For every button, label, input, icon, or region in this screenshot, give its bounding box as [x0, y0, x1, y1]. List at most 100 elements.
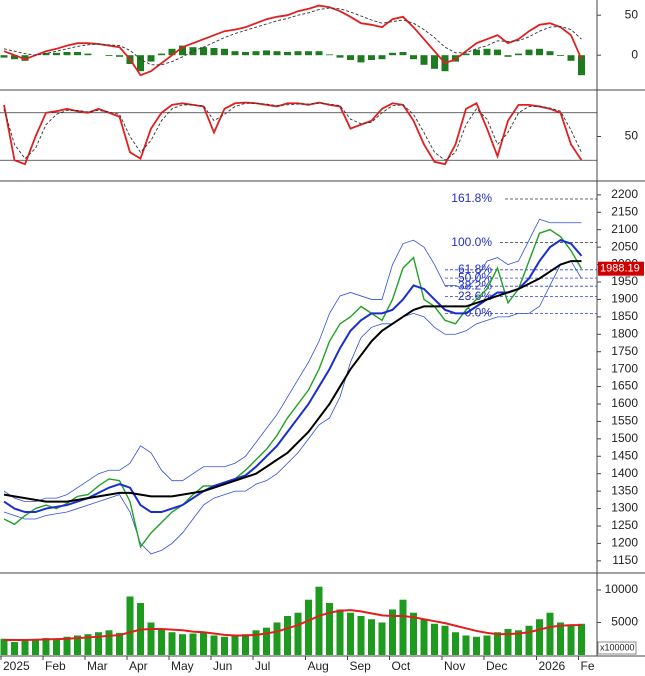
bar — [263, 50, 270, 56]
series-line — [3, 260, 582, 555]
x-tick-label: Jun — [213, 659, 232, 673]
bar — [494, 49, 501, 56]
bar — [105, 630, 113, 655]
bar — [158, 53, 165, 56]
bar — [11, 55, 18, 60]
fib-label: 100.0% — [451, 235, 492, 249]
bar — [116, 632, 123, 655]
bar — [74, 52, 81, 56]
bar — [200, 47, 207, 56]
bar — [84, 634, 92, 655]
bar — [525, 625, 533, 655]
bar — [315, 586, 323, 655]
bar — [63, 52, 71, 56]
bar — [536, 619, 543, 655]
bar — [546, 51, 554, 56]
series-line — [3, 218, 582, 502]
bar — [231, 635, 239, 655]
y-tick-label: 1500 — [611, 431, 638, 445]
y-tick-label: 1850 — [611, 309, 638, 323]
bar — [95, 632, 102, 655]
y-tick-label: 1150 — [612, 553, 638, 567]
x-tick-label: Mar — [87, 659, 108, 673]
bar — [567, 55, 575, 61]
bar — [147, 622, 155, 655]
y-tick-label: 1400 — [611, 466, 638, 480]
y-tick-label: 2100 — [611, 222, 638, 236]
bar — [168, 48, 176, 56]
bar — [473, 49, 480, 56]
x-tick-label: Nov — [444, 659, 465, 673]
bar — [368, 55, 375, 60]
bar — [494, 632, 501, 655]
bar — [242, 52, 249, 56]
x-tick-label: Feb — [45, 659, 66, 673]
x-tick-label: Jul — [255, 659, 270, 673]
bar — [378, 55, 386, 60]
bar — [483, 635, 491, 655]
bar — [189, 47, 197, 56]
bar — [294, 612, 302, 655]
bar — [53, 640, 60, 655]
bar — [32, 639, 39, 655]
y-tick-label: 5000 — [611, 615, 638, 629]
fib-label: 161.8% — [451, 191, 492, 205]
bar — [126, 596, 134, 655]
y-tick-label: 1300 — [611, 501, 638, 515]
bar — [431, 623, 438, 655]
bar — [11, 641, 18, 655]
bar — [399, 52, 407, 56]
last-price-box — [598, 261, 644, 276]
last-price-label: 1988.19 — [600, 263, 640, 275]
y-tick-label: 1700 — [611, 361, 638, 375]
bar — [326, 602, 333, 655]
bar — [462, 635, 470, 655]
bar — [378, 622, 386, 655]
x-tick-label: 2026 — [539, 659, 566, 673]
series-line — [3, 102, 582, 161]
y-tick-label: 1200 — [611, 536, 638, 550]
bar — [389, 52, 396, 56]
x-tick-label: Aug — [308, 659, 329, 673]
y-tick-label: 2050 — [611, 239, 638, 253]
bar — [410, 55, 417, 60]
bar — [305, 599, 312, 655]
fib-label: 50.0% — [458, 270, 492, 284]
bar — [473, 636, 480, 655]
x-tick-label: Oct — [392, 659, 411, 673]
bar — [347, 612, 354, 655]
x-tick-label: Apr — [129, 659, 148, 673]
bar — [294, 51, 302, 56]
bar — [515, 53, 522, 56]
x-tick-label: May — [171, 659, 194, 673]
bar — [21, 55, 29, 61]
bar — [336, 609, 344, 655]
bar — [305, 51, 312, 56]
bar — [420, 619, 428, 655]
bar — [546, 612, 554, 655]
bar — [210, 635, 218, 655]
bar — [21, 640, 29, 655]
bar — [42, 638, 50, 655]
y-tick-label: 10000 — [605, 582, 639, 596]
y-tick-label: 2200 — [611, 187, 638, 201]
x-tick-label: Fe — [581, 659, 595, 673]
y-tick-label: 1650 — [611, 379, 638, 393]
y-tick-label: 1900 — [611, 292, 638, 306]
series-line — [4, 609, 582, 642]
bar — [242, 634, 249, 655]
series-line — [3, 260, 582, 503]
bar — [483, 48, 491, 56]
y-tick-label: 2150 — [611, 204, 638, 218]
y-tick-label: 1450 — [611, 448, 638, 462]
bar — [357, 615, 365, 655]
bar — [168, 632, 176, 655]
y-tick-label: 1350 — [611, 483, 638, 497]
series-line — [3, 101, 583, 166]
y-tick-label: 1750 — [611, 344, 638, 358]
bar — [336, 55, 344, 58]
bar — [504, 55, 512, 57]
bar — [273, 51, 281, 56]
bar — [389, 609, 396, 655]
